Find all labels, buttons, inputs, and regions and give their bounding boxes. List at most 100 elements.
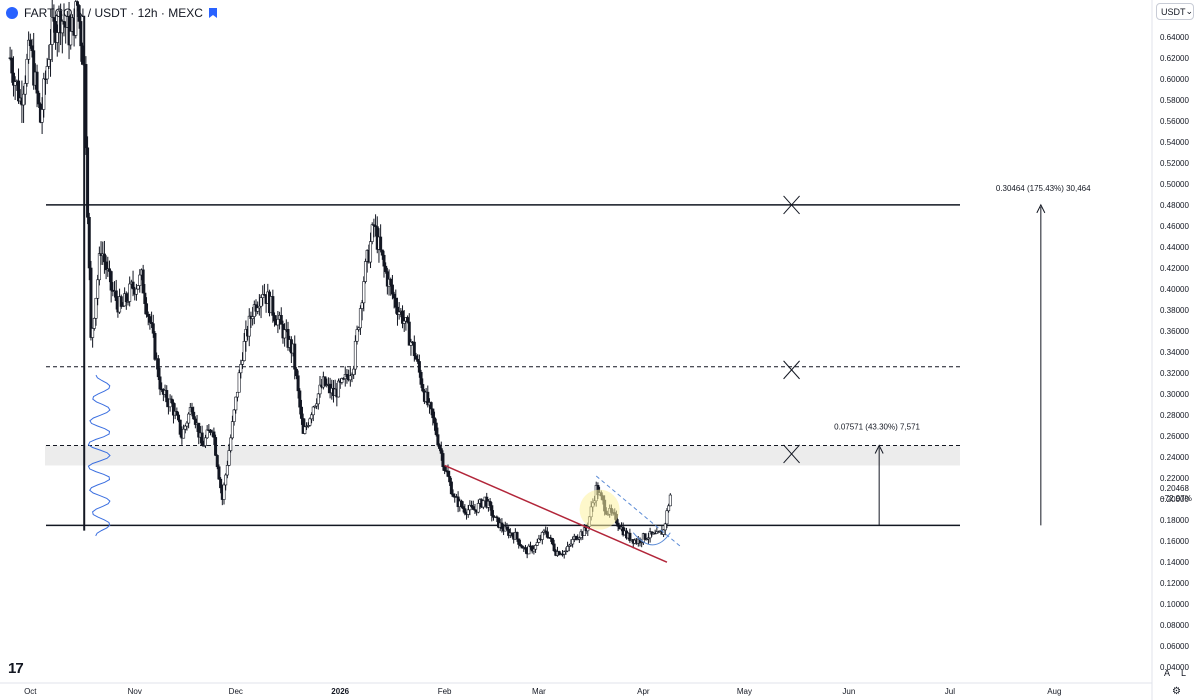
symbol-title[interactable]: FARTCOIN / USDT · 12h · MEXC	[24, 6, 203, 20]
candle-body	[665, 510, 669, 525]
candle-body	[296, 375, 300, 392]
currency-selector[interactable]: USDT ⌄	[1156, 3, 1194, 20]
candle-body	[153, 332, 157, 360]
candle-body	[340, 378, 344, 383]
candle-body	[416, 358, 420, 362]
candle-body	[230, 421, 234, 439]
candle-body	[177, 414, 181, 421]
y-tick-label: 0.56000	[1160, 117, 1189, 126]
candle-body	[175, 411, 179, 416]
y-tick-label: 0.22000	[1160, 474, 1189, 483]
candle-body	[476, 503, 480, 513]
candle-body	[434, 422, 438, 435]
candle-body	[505, 526, 509, 530]
candle-body	[239, 364, 243, 374]
cross-mark[interactable]	[783, 444, 800, 464]
candle-body	[461, 506, 465, 509]
candle-body	[348, 375, 352, 381]
candle-body	[299, 406, 303, 419]
current-price-label: 0.20468	[1160, 484, 1189, 493]
candle-body	[276, 318, 280, 326]
candle-body	[311, 406, 315, 416]
y-tick-label: 0.10000	[1160, 600, 1189, 609]
candle-body	[128, 283, 132, 302]
price-change-label: −72.97%	[1160, 494, 1192, 503]
candle-body	[141, 269, 145, 294]
candle-body	[203, 437, 207, 446]
candle-body	[109, 271, 113, 291]
x-tick-label: Jul	[945, 687, 955, 696]
candle-body	[294, 368, 298, 377]
candle-body	[170, 398, 174, 404]
candle-body	[443, 466, 447, 471]
support-zone[interactable]	[45, 445, 960, 466]
candle-body	[318, 384, 322, 395]
gear-icon[interactable]: ⚙	[1172, 686, 1181, 697]
candle-body	[40, 109, 44, 123]
candle-body	[643, 533, 647, 540]
y-tick-label: 0.52000	[1160, 159, 1189, 168]
x-tick-label: Jun	[842, 687, 855, 696]
candle-body	[337, 380, 341, 398]
descending-trendline[interactable]	[444, 464, 668, 563]
y-tick-label: 0.24000	[1160, 453, 1189, 462]
candle-body	[550, 538, 554, 545]
candle-body	[136, 285, 140, 290]
candle-body	[182, 428, 186, 439]
candle-body	[433, 417, 437, 424]
candle-body	[37, 92, 41, 105]
y-tick-label: 0.36000	[1160, 327, 1189, 336]
candle-body	[165, 390, 169, 403]
candle-body	[114, 290, 118, 301]
candle-body	[571, 539, 575, 545]
candle-body	[62, 20, 66, 25]
tradingview-logo[interactable]: 17	[8, 660, 24, 677]
candle-body	[273, 315, 277, 322]
candle-body	[261, 294, 265, 299]
candle-body	[23, 83, 27, 95]
candle-body	[315, 403, 319, 407]
flag-icon[interactable]	[208, 8, 217, 18]
candle-body	[89, 267, 93, 338]
candle-body	[222, 484, 226, 500]
candle-body	[667, 505, 671, 512]
candle-body	[481, 500, 485, 508]
candle-body	[439, 448, 443, 454]
candle-body	[187, 413, 191, 424]
candle-body	[358, 308, 362, 329]
candle-body	[212, 431, 216, 438]
dashed-trendline[interactable]	[595, 475, 681, 547]
cross-mark[interactable]	[783, 195, 800, 215]
y-tick-label: 0.40000	[1160, 285, 1189, 294]
candle-body	[183, 425, 187, 430]
candle-body	[259, 297, 263, 307]
candle-body	[441, 453, 445, 468]
candle-body	[124, 293, 128, 303]
cross-mark[interactable]	[783, 360, 800, 380]
candle-body	[355, 329, 359, 342]
candle-body	[217, 466, 221, 480]
candle-body	[407, 321, 411, 346]
y-tick-label: 0.16000	[1160, 537, 1189, 546]
candle-body	[42, 78, 46, 110]
log-scale-button[interactable]: L	[1181, 668, 1187, 678]
candle-body	[224, 474, 228, 486]
candle-body	[495, 516, 499, 519]
candle-body	[459, 500, 463, 507]
y-tick-label: 0.12000	[1160, 579, 1189, 588]
candle-body	[527, 545, 531, 555]
y-tick-label: 0.14000	[1160, 558, 1189, 567]
candle-body	[28, 39, 32, 47]
y-tick-label: 0.64000	[1160, 33, 1189, 42]
candle-body	[293, 343, 297, 370]
y-tick-label: 0.34000	[1160, 348, 1189, 357]
candle-body	[35, 71, 39, 94]
candle-body	[394, 297, 398, 308]
y-tick-label: 0.54000	[1160, 138, 1189, 147]
candle-body	[303, 426, 307, 434]
y-tick-label: 0.26000	[1160, 432, 1189, 441]
candle-body	[107, 268, 111, 272]
auto-scale-button[interactable]: A	[1164, 668, 1171, 678]
y-tick-label: 0.18000	[1160, 516, 1189, 525]
